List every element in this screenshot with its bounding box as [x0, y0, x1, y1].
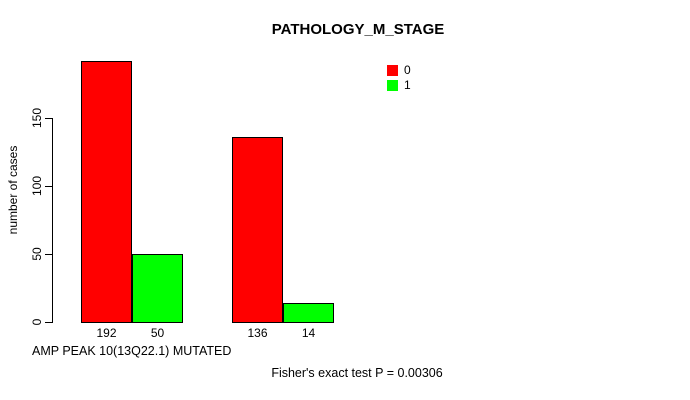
legend-swatch-icon	[387, 64, 398, 76]
bar-value-label: 136	[247, 326, 268, 340]
y-tick-label: 0	[30, 318, 44, 326]
legend-label: 0	[404, 63, 411, 77]
bar-series-0-group-1	[81, 61, 132, 323]
bar-series-0-group-2	[232, 137, 283, 323]
bar-series-1-group-1	[132, 254, 183, 323]
y-tick-label: 50	[30, 247, 44, 261]
y-tick	[45, 254, 52, 255]
legend-label: 1	[404, 78, 411, 92]
bar-value-label: 50	[150, 326, 165, 340]
bar-value-label: 192	[96, 326, 117, 340]
y-axis-label: number of cases	[6, 145, 20, 235]
legend-swatch-icon	[387, 79, 398, 91]
chart-title: PATHOLOGY_M_STAGE	[271, 21, 445, 38]
y-tick-label: 100	[30, 175, 44, 197]
bar-series-1-group-2	[283, 303, 334, 323]
annotation-text: Fisher's exact test P = 0.00306	[271, 366, 443, 380]
x-axis-label: AMP PEAK 10(13Q22.1) MUTATED	[32, 344, 232, 358]
y-tick-label: 150	[30, 107, 44, 129]
bar-value-label: 14	[301, 326, 316, 340]
legend-item-1: 1	[387, 78, 411, 92]
legend-item-0: 0	[387, 63, 411, 77]
y-tick	[45, 322, 52, 323]
y-tick	[45, 118, 52, 119]
y-axis-line	[52, 118, 53, 323]
y-tick	[45, 186, 52, 187]
